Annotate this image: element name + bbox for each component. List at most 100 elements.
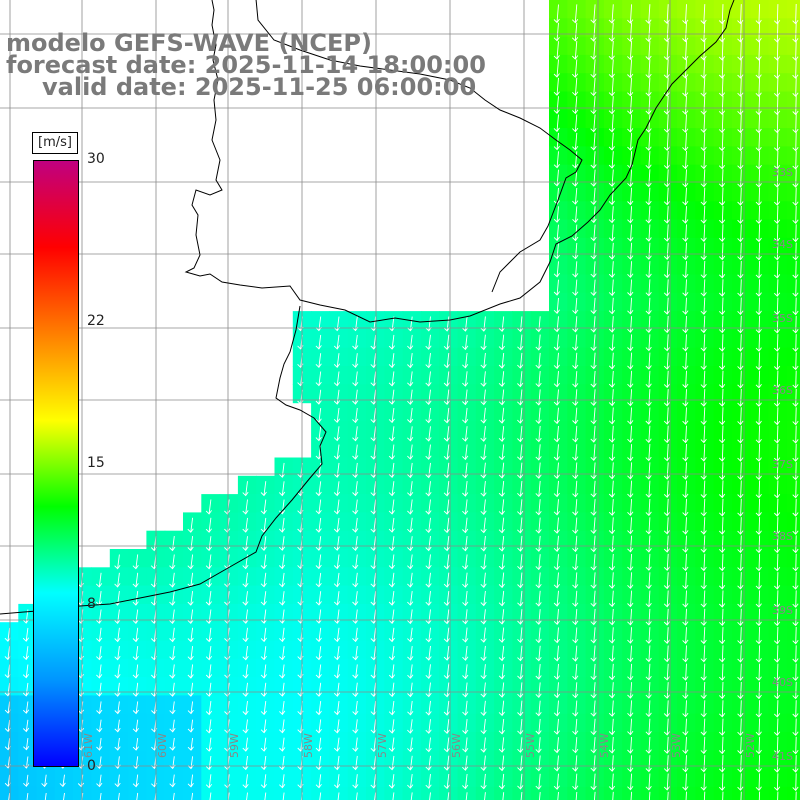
wind-arrow [407,517,414,533]
wind-arrow [205,609,212,624]
wind-arrow [645,297,652,315]
wind-arrow [590,627,597,644]
wind-arrow [755,608,762,627]
wind-arrow [682,224,689,242]
wind-arrow [718,681,726,700]
wind-arrow [773,553,781,572]
longitude-label: 59W [228,733,241,758]
wind-arrow [645,517,652,535]
wind-arrow [425,444,432,460]
wind-arrow [553,682,561,699]
wind-arrow [773,663,781,681]
wind-arrow [627,480,634,498]
wind-arrow [572,663,579,680]
wind-arrow [443,554,450,570]
wind-arrow [718,95,726,115]
wind-arrow [462,627,469,643]
wind-arrow [682,389,689,407]
speed-cell [786,292,800,312]
wind-arrow [627,608,634,626]
wind-arrow [187,517,194,533]
wind-arrow [700,260,707,279]
wind-arrow [388,481,395,497]
wind-arrow [535,718,542,735]
wind-arrow [517,700,524,717]
wind-arrow [590,773,597,791]
wind-arrow [737,462,744,480]
wind-arrow [443,517,450,534]
wind-arrow [242,719,249,734]
wind-arrow [443,444,450,460]
wind-arrow [572,334,579,351]
wind-arrow [553,4,560,24]
wind-arrow [443,389,450,405]
wind-arrow [352,481,359,497]
latitude-label: 33S [772,166,793,179]
wind-arrow [279,646,286,661]
wind-arrow [663,608,671,626]
wind-arrow [645,608,652,626]
wind-arrow [132,554,139,570]
wind-arrow [608,77,615,97]
wind-arrow [205,646,213,661]
wind-arrow [663,4,670,24]
wind-arrow [773,736,781,755]
wind-arrow [792,443,799,462]
wind-arrow [260,572,267,588]
wind-arrow [663,718,671,736]
wind-arrow [278,462,286,478]
wind-arrow [169,554,176,570]
wind-arrow [352,462,359,478]
wind-arrow [535,480,542,498]
wind-arrow [700,681,707,700]
speed-cell [786,384,800,404]
wind-arrow [96,627,103,643]
wind-arrow [352,774,359,789]
wind-arrow [205,755,213,771]
wind-arrow [718,114,726,134]
wind-arrow [187,664,194,679]
wind-arrow [682,150,689,170]
wind-arrow [205,682,213,697]
wind-arrow [718,4,726,25]
wind-arrow [315,408,322,423]
wind-arrow [242,591,249,606]
wind-arrow [700,315,707,334]
wind-arrow [333,701,341,716]
wind-arrow [553,371,560,388]
wind-arrow [535,371,542,388]
wind-arrow [63,792,65,800]
wind-arrow [773,718,781,736]
wind-arrow [333,517,341,533]
wind-arrow [663,334,671,352]
wind-arrow [627,498,634,516]
wind-arrow [114,664,121,679]
speed-cell [786,128,800,147]
wind-arrow [590,462,597,480]
speed-cell [786,640,800,660]
wind-arrow [755,498,762,517]
wind-arrow [718,224,726,242]
wind-arrow [117,792,120,800]
wind-arrow [663,443,671,462]
wind-arrow [792,77,799,97]
wind-arrow [792,553,799,572]
wind-arrow [572,462,579,480]
wind-arrow [737,334,744,352]
wind-arrow [663,407,671,425]
speed-cell [786,677,800,696]
wind-arrow [187,554,194,570]
wind-arrow [682,169,689,188]
wind-arrow [205,664,213,679]
wind-arrow [282,792,285,800]
wind-arrow [627,553,634,571]
wind-arrow [737,425,744,444]
wind-arrow [718,773,726,791]
wind-arrow [333,444,341,460]
wind-arrow [132,737,139,751]
wind-arrow [370,664,377,679]
wind-arrow [205,701,213,716]
wind-arrow [608,352,616,370]
speed-cell [786,146,800,166]
